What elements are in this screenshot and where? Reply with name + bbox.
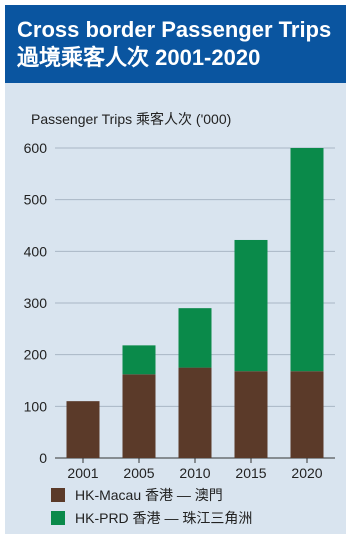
bar-macau-2015 <box>234 371 268 458</box>
y-tick-label: 200 <box>24 347 48 363</box>
bar-prd-2015 <box>234 239 268 372</box>
y-tick-label: 0 <box>39 450 47 466</box>
y-tick-label: 100 <box>24 398 48 414</box>
bar-macau-2020 <box>290 371 324 458</box>
bar-macau-2005 <box>122 374 156 458</box>
legend-item-prd: HK-PRD 香港 — 珠江三角洲 <box>51 508 252 528</box>
y-tick-label: 300 <box>24 295 48 311</box>
bar-macau-2001 <box>66 401 100 458</box>
x-tick-label: 2010 <box>179 465 210 481</box>
y-tick-label: 500 <box>24 192 48 208</box>
y-axis-label: Passenger Trips 乘客人次 ('000) <box>31 111 232 127</box>
x-tick-label: 2005 <box>123 465 154 481</box>
y-tick-label: 600 <box>24 140 48 156</box>
chart-panel: Cross border Passenger Trips 過境乘客人次 2001… <box>5 5 346 534</box>
chart-title: Cross border Passenger Trips <box>17 17 332 42</box>
bar-prd-2020 <box>290 148 324 372</box>
x-tick-label: 2001 <box>67 465 98 481</box>
x-tick-label: 2015 <box>235 465 266 481</box>
chart-subtitle: 過境乘客人次 2001-2020 <box>17 45 261 70</box>
bar-macau-2010 <box>178 367 212 458</box>
bar-prd-2010 <box>178 308 212 368</box>
bar-chart: 0 100 200 300 400 500 600 2001 2005 2010 2015 2020 <box>24 140 335 481</box>
y-tick-label: 400 <box>24 243 48 259</box>
bar-prd-2005 <box>122 345 156 375</box>
legend-swatch-prd <box>51 511 65 525</box>
legend-swatch-macau <box>51 488 65 502</box>
legend-item-macau: HK-Macau 香港 — 澳門 <box>51 485 223 505</box>
legend-label-prd: HK-PRD 香港 — 珠江三角洲 <box>75 510 253 526</box>
legend-label-macau: HK-Macau 香港 — 澳門 <box>75 487 223 503</box>
chart-header: Cross border Passenger Trips 過境乘客人次 2001… <box>5 5 346 83</box>
x-tick-label: 2020 <box>291 465 322 481</box>
